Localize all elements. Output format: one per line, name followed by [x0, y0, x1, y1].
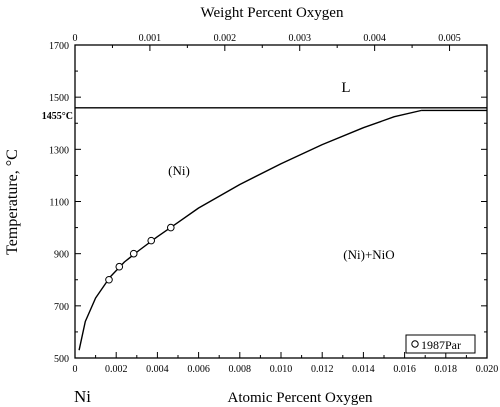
x2-tick-label: 0.001: [139, 33, 162, 44]
y-tick-label: 1500: [49, 93, 69, 104]
x2-tick-label: 0.005: [438, 33, 461, 44]
data-point: [166, 223, 175, 232]
data-point: [105, 275, 113, 284]
y-tick-label: 500: [54, 354, 69, 365]
region-label-ni-nio: (Ni)+NiO: [343, 247, 394, 262]
region-label-ni: (Ni): [168, 163, 190, 178]
x-tick-label: 0.010: [270, 364, 293, 375]
solvus-curve: [78, 109, 422, 351]
data-point: [147, 236, 156, 245]
x-tick-label: 0.020: [476, 364, 499, 375]
region-label-liquid: L: [341, 80, 350, 96]
data-point: [115, 262, 124, 271]
x2-tick-label: 0: [73, 33, 78, 44]
x-tick-label: 0.002: [105, 364, 128, 375]
y-tick-label: 900: [54, 250, 69, 261]
legend-box: [405, 334, 476, 354]
x2-tick-label: 0.003: [288, 33, 311, 44]
x-tick-label: 0.018: [435, 364, 458, 375]
bottom-axis-title: Atomic Percent Oxygen: [228, 390, 373, 406]
x-tick-label: 0.012: [311, 364, 334, 375]
data-point: [129, 249, 138, 258]
x2-tick-label: 0.004: [363, 33, 386, 44]
legend-marker: [411, 340, 419, 348]
phase-boundaries: [75, 107, 487, 351]
x-tick-label: 0: [73, 364, 78, 375]
y-tick-label: 1300: [49, 145, 69, 156]
legend: 1987Par: [405, 334, 476, 354]
y-tick-label: 1100: [49, 198, 69, 209]
x2-tick-label: 0.002: [214, 33, 237, 44]
element-label-ni: Ni: [74, 387, 91, 406]
tick-labels: 0 0.002 0.004 0.006 0.008 0.010 0.012 0.014 0.01…: [49, 33, 498, 375]
x-tick-label: 0.006: [187, 364, 210, 375]
y-axis-title: Temperature, °C: [4, 149, 21, 255]
plot-frame: [74, 44, 488, 359]
y-tick-label: 700: [54, 302, 69, 313]
tick-marks: [74, 44, 488, 359]
x-tick-label: 0.014: [352, 364, 375, 375]
special-temperature-label: 1455°C: [42, 111, 73, 122]
x-tick-label: 0.008: [229, 364, 252, 375]
data-points: [105, 223, 175, 284]
y-tick-label: 1700: [49, 41, 69, 52]
legend-label: 1987Par: [421, 338, 461, 352]
x-tick-label: 0.016: [393, 364, 416, 375]
x-tick-label: 0.004: [146, 364, 169, 375]
top-axis-title: Weight Percent Oxygen: [201, 5, 344, 21]
